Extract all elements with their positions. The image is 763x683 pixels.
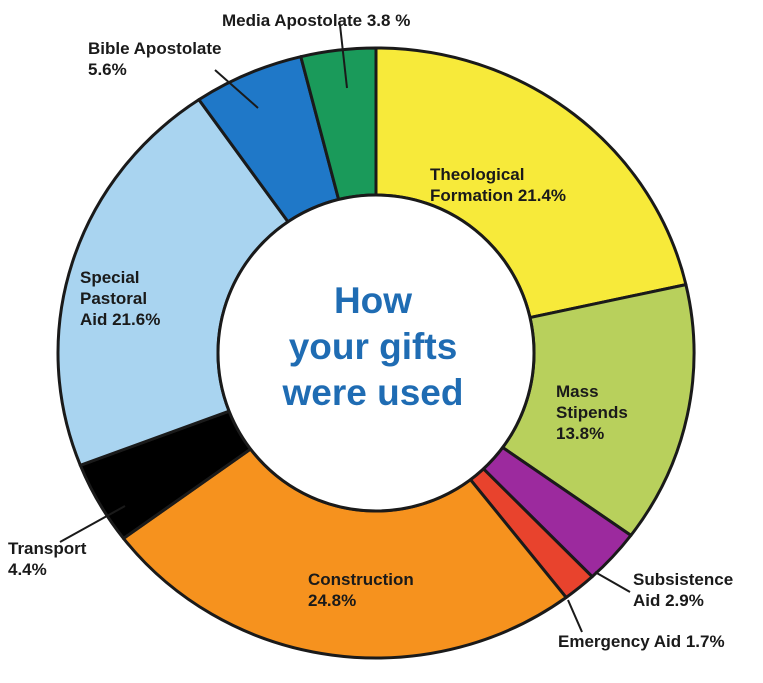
slice-label-subsistence-aid: Subsistence Aid 2.9%	[633, 570, 734, 610]
leader-line-subsistence	[594, 571, 631, 593]
leader-line-transport	[59, 505, 126, 543]
chart-title-line-1: How	[333, 280, 413, 321]
leader-line-emergency	[567, 599, 583, 633]
slice-label-media-apostolate: Media Apostolate 3.8 %	[222, 11, 411, 30]
slice-label-bible-apostolate: Bible Apostolate 5.6%	[88, 39, 222, 79]
slice-label-construction: Construction 24.8%	[308, 570, 414, 610]
chart-title-line-3: were used	[282, 372, 464, 413]
slice-label-special-pastoral-aid: Special Pastoral Aid 21.6%	[80, 268, 161, 329]
donut-hole	[216, 193, 536, 513]
slice-label-mass-stipends: Mass Stipends 13.8%	[556, 382, 628, 443]
chart-title: How your gifts were used	[230, 278, 516, 416]
slice-label-theological-formation: Theological Formation 21.4%	[430, 165, 567, 205]
slice-label-transport: Transport 4.4%	[8, 539, 87, 579]
leader-line-bible	[214, 69, 259, 109]
leader-line-media	[339, 24, 348, 89]
donut-slices	[56, 46, 696, 660]
slice-label-emergency-aid: Emergency Aid 1.7%	[558, 632, 725, 651]
leader-lines	[59, 24, 631, 633]
chart-title-line-2: your gifts	[288, 326, 458, 367]
